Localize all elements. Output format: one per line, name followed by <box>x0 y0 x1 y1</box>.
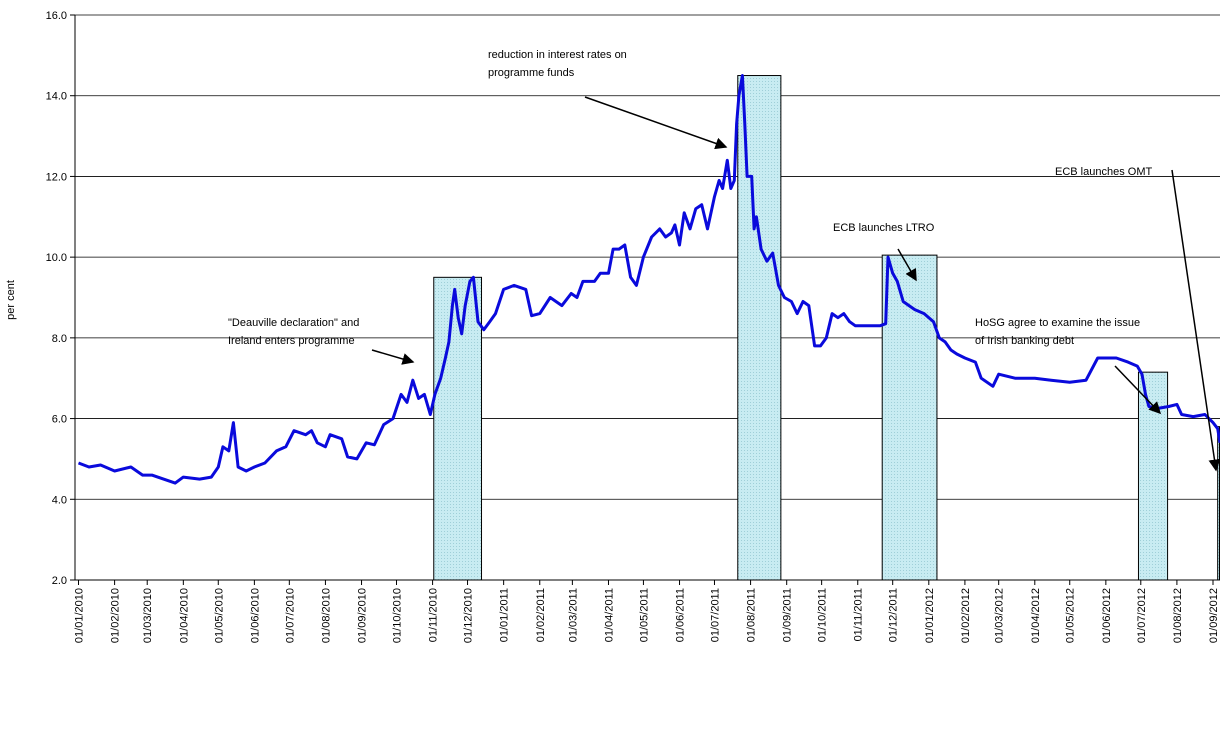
x-tick-label: 01/07/2010 <box>284 588 296 643</box>
annotation-arrow <box>584 96 728 150</box>
annotation: ECB launches OMT <box>1055 166 1152 178</box>
x-tick-label: 01/06/2012 <box>1101 588 1113 643</box>
x-tick-label: 01/08/2012 <box>1172 588 1184 643</box>
x-tick-label: 01/10/2010 <box>391 588 403 643</box>
x-tick-label: 01/01/2010 <box>73 588 85 643</box>
highlight-box <box>433 276 483 581</box>
y-tick-label: 2.0 <box>52 575 67 587</box>
annotation-arrow <box>371 349 415 365</box>
y-tick-label: 4.0 <box>52 494 67 506</box>
y-tick-label: 10.0 <box>46 252 67 264</box>
y-tick-label: 6.0 <box>52 414 67 426</box>
x-tick-label: 01/11/2011 <box>853 588 865 641</box>
x-tick-label: 01/12/2010 <box>463 588 475 643</box>
annotation: of Irish banking debt <box>975 335 1074 347</box>
x-tick-label: 01/05/2012 <box>1065 588 1077 643</box>
x-tick-label: 01/06/2011 <box>675 588 687 642</box>
y-tick-label: 8.0 <box>52 333 67 345</box>
x-tick-label: 01/10/2011 <box>817 588 829 642</box>
highlight-box <box>737 75 782 581</box>
x-tick-label: 01/08/2011 <box>746 588 758 642</box>
annotation: HoSG agree to examine the issue <box>975 317 1140 329</box>
x-tick-label: 01/06/2010 <box>249 588 261 643</box>
x-tick-label: 01/09/2012 <box>1208 588 1220 643</box>
x-tick-label: 01/03/2010 <box>142 588 154 643</box>
x-tick-label: 01/04/2011 <box>603 588 615 642</box>
annotation-arrow <box>1114 365 1162 415</box>
highlight-box <box>1217 426 1220 581</box>
highlight-box <box>1137 371 1169 581</box>
y-tick-label: 12.0 <box>46 171 67 183</box>
y-tick-label: 16.0 <box>46 10 67 22</box>
x-tick-label: 01/11/2010 <box>428 588 440 642</box>
y-axis-label: per cent <box>5 280 17 320</box>
x-tick-label: 01/09/2010 <box>357 588 369 643</box>
x-tick-label: 01/03/2011 <box>567 588 579 642</box>
x-tick-label: 01/01/2011 <box>499 588 511 642</box>
x-tick-label: 01/07/2012 <box>1136 588 1148 643</box>
annotation-arrow <box>1171 169 1220 472</box>
series-line <box>77 74 1220 485</box>
x-tick-label: 01/09/2011 <box>782 588 794 642</box>
x-tick-label: 01/04/2012 <box>1030 588 1042 643</box>
x-tick-label: 01/05/2010 <box>213 588 225 643</box>
annotation-arrow <box>897 248 917 282</box>
x-tick-label: 01/02/2010 <box>110 588 122 643</box>
x-tick-label: 01/08/2010 <box>320 588 332 643</box>
x-tick-label: 01/04/2010 <box>178 588 190 643</box>
annotation: programme funds <box>488 67 575 79</box>
annotation: reduction in interest rates on <box>488 49 627 61</box>
x-tick-label: 01/12/2011 <box>888 588 900 642</box>
annotation: "Deauville declaration" and <box>228 317 359 329</box>
x-tick-label: 01/03/2012 <box>994 588 1006 643</box>
highlight-box <box>881 254 938 581</box>
x-tick-label: 01/02/2011 <box>535 588 547 642</box>
x-tick-label: 01/02/2012 <box>960 588 972 643</box>
x-tick-label: 01/01/2012 <box>924 588 936 643</box>
annotation: Ireland enters programme <box>228 335 355 347</box>
y-tick-label: 14.0 <box>46 91 67 103</box>
x-tick-label: 01/05/2011 <box>638 588 650 642</box>
x-tick-label: 01/07/2011 <box>709 588 721 642</box>
annotation: ECB launches LTRO <box>833 222 935 234</box>
